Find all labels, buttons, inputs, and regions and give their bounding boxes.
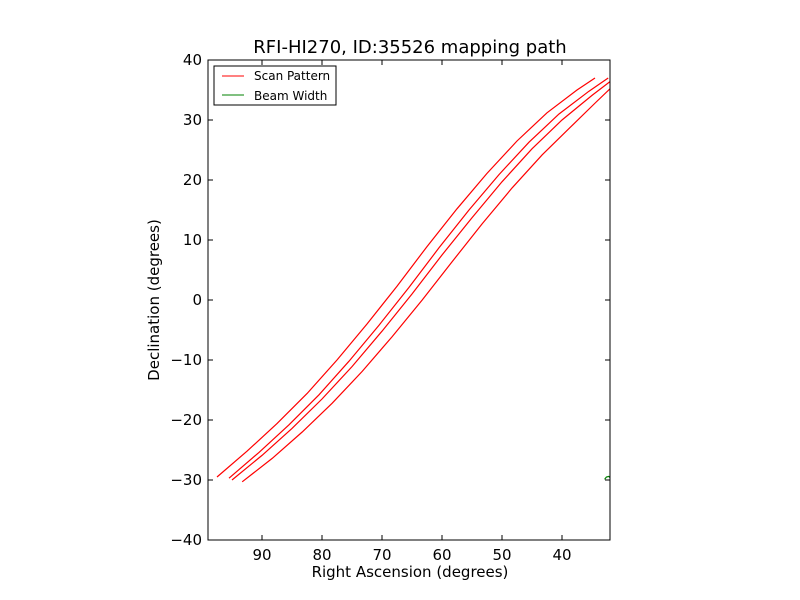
beam-width-line-4 <box>604 475 610 480</box>
y-tick-label-30: 30 <box>183 111 202 129</box>
x-tick-label-60: 60 <box>432 546 451 564</box>
legend-label-scan-pattern: Scan Pattern <box>254 69 330 83</box>
y-axis-label: Declination (degrees) <box>145 219 163 381</box>
scan-pattern-line-1 <box>228 77 609 479</box>
y-tick-label--40: −40 <box>170 531 202 549</box>
legend-box <box>213 65 337 106</box>
y-tick-label-20: 20 <box>183 171 202 189</box>
y-tick-label-10: 10 <box>183 231 202 249</box>
x-tick-label-90: 90 <box>252 546 271 564</box>
plot-lines <box>216 77 610 483</box>
x-axis-label: Right Ascension (degrees) <box>312 563 509 581</box>
scan-pattern-line-2 <box>231 81 610 481</box>
chart-title: RFI-HI270, ID:35526 mapping path <box>253 37 566 58</box>
y-tick-label-40: 40 <box>183 51 202 69</box>
y-tick-label-0: 0 <box>192 291 202 309</box>
y-tick-label--20: −20 <box>170 411 202 429</box>
y-tick-label--10: −10 <box>170 351 202 369</box>
x-tick-label-50: 50 <box>492 546 511 564</box>
x-tick-label-70: 70 <box>372 546 391 564</box>
legend: Scan Pattern Beam Width <box>213 65 337 106</box>
scan-pattern-line-0 <box>216 77 596 478</box>
axis-ticks: 90 80 70 60 50 40 40 30 20 10 0 −10 −20 −30 −40 <box>170 51 610 564</box>
scan-pattern-line-3 <box>241 88 610 483</box>
x-tick-label-40: 40 <box>552 546 571 564</box>
y-tick-label--30: −30 <box>170 471 202 489</box>
legend-label-beam-width: Beam Width <box>254 89 327 103</box>
x-tick-label-80: 80 <box>312 546 331 564</box>
